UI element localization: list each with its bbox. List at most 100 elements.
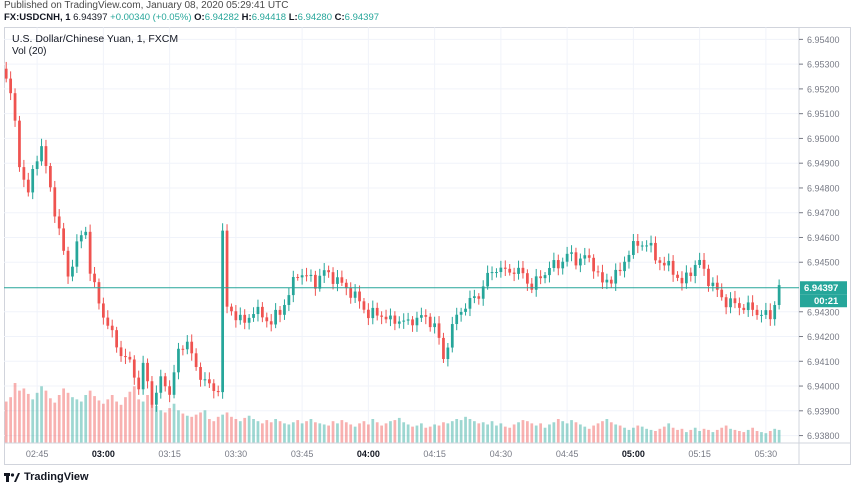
candle-body [512, 272, 516, 274]
candle-body [543, 275, 547, 279]
candle-body [424, 315, 428, 317]
candle-body [477, 296, 481, 299]
volume-bar [424, 427, 428, 443]
candle-body [327, 270, 330, 273]
volume-bar [53, 402, 57, 443]
brand-text[interactable]: TradingView [24, 471, 89, 483]
candle-body [689, 272, 693, 276]
candle-body [66, 250, 70, 277]
candle-body [592, 257, 595, 272]
candle-body [309, 274, 313, 277]
volume-bar [172, 403, 176, 443]
volume-bar [124, 397, 127, 443]
volume-bar [75, 399, 79, 443]
x-tick-label: 04:30 [490, 449, 513, 459]
candle-body [548, 267, 551, 276]
volume-bar [362, 421, 366, 443]
price-chart[interactable]: 6.95400 6.95300 6.95200 6.95100 6.95000 6.949… [4, 26, 851, 465]
candle-body [185, 341, 189, 350]
volume-bar [486, 424, 489, 443]
candle-body [486, 272, 489, 287]
candle-body [93, 273, 96, 283]
candle-body [367, 309, 370, 319]
candle-body [79, 235, 83, 242]
candle-body [261, 306, 264, 318]
volume-bar [393, 420, 397, 443]
volume-bar [13, 383, 17, 443]
volume-bar [132, 386, 136, 443]
candle-body [322, 270, 326, 276]
volume-bar [44, 390, 48, 443]
candle-body [676, 274, 679, 278]
volume-bar [667, 423, 671, 443]
candle-body [9, 78, 12, 94]
volume-bar [685, 432, 688, 443]
candle-body [760, 314, 763, 316]
symbol[interactable]: FX:USDCNH, 1 [4, 12, 71, 23]
candle-body [473, 296, 476, 298]
volume-bar [464, 416, 467, 443]
candle-body [720, 289, 724, 298]
candle-body [415, 317, 419, 326]
candle-body [155, 392, 158, 405]
volume-bar [406, 424, 410, 443]
volume-bar [291, 422, 295, 443]
candle-body [380, 315, 383, 317]
open-value: 6.94282 [204, 12, 240, 23]
volume-bar [194, 414, 198, 443]
candle-body [768, 310, 772, 320]
x-tick-label: 04:45 [556, 449, 579, 459]
volume-bar [755, 431, 759, 443]
candle-body [671, 260, 675, 275]
volume-bar [181, 413, 185, 443]
candle-body [614, 269, 618, 284]
price-axis[interactable]: 6.95400 6.95300 6.95200 6.95100 6.95000 6.949… [799, 35, 840, 441]
chart-frame[interactable]: 6.95400 6.95300 6.95200 6.95100 6.95000 6.949… [4, 26, 851, 465]
candle-body [556, 260, 560, 269]
volume-bar [110, 395, 114, 443]
volume-bar [269, 422, 273, 443]
candle-body [119, 347, 123, 357]
volume-bar [517, 422, 520, 443]
volume-bar [521, 420, 525, 443]
volume-bar [565, 423, 569, 443]
volume-bar [654, 431, 657, 443]
candle-body [742, 307, 746, 311]
volume-bar [115, 401, 118, 443]
candle-body [274, 309, 277, 325]
candles [4, 61, 781, 412]
candle-body [13, 93, 17, 121]
volume-bar [322, 424, 326, 443]
high-value: 6.94418 [251, 12, 287, 23]
volume-bar [159, 410, 163, 443]
volume-bar [468, 419, 472, 443]
candle-body [344, 282, 348, 289]
volume-bar [777, 429, 781, 443]
candle-body [468, 297, 472, 309]
volume-bar [283, 423, 286, 443]
volume-bar [88, 390, 92, 443]
candle-body [300, 275, 304, 278]
y-tick-label: 6.95400 [807, 35, 840, 45]
volume-bar [79, 401, 83, 443]
time-axis[interactable]: 02:45 03:00 03:15 03:30 03:45 04:00 04:15 04:30… [26, 449, 777, 459]
candle-body [539, 276, 542, 279]
volume-label[interactable]: Vol (20) [12, 46, 46, 57]
volume-bar [274, 419, 277, 443]
candle-body [265, 317, 269, 322]
x-tick-label: 04:15 [423, 449, 446, 459]
volume-bar [768, 431, 772, 443]
candle-body [662, 262, 666, 266]
candle-body [636, 241, 640, 246]
volume-bar [746, 429, 750, 443]
volume-bar [676, 429, 679, 443]
volume-bar [93, 396, 96, 443]
candle-body [764, 310, 768, 315]
volume-bar [163, 412, 167, 443]
chart-title[interactable]: U.S. Dollar/Chinese Yuan, 1, FXCM [12, 33, 178, 45]
footer: TradingView [4, 469, 89, 485]
candle-body [110, 325, 114, 331]
volume-bar [31, 399, 35, 443]
y-tick-label: 6.94300 [807, 307, 840, 317]
candle-body [499, 267, 503, 273]
